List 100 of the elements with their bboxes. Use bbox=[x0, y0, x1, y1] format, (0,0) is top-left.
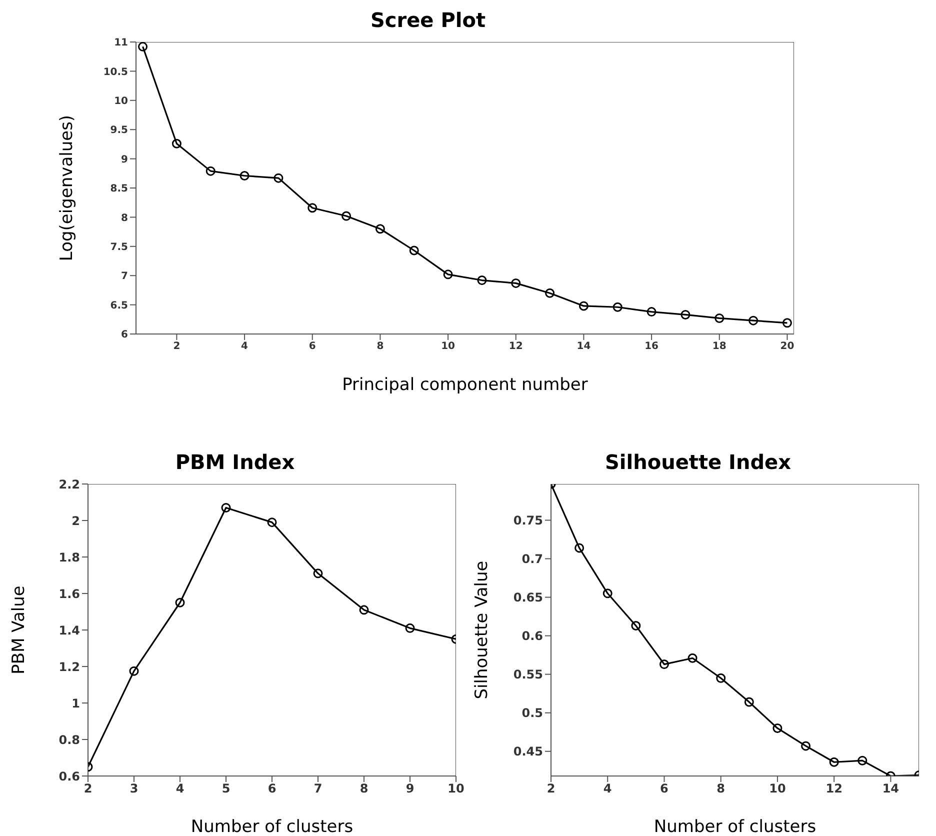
x-tick-label: 9 bbox=[406, 782, 414, 796]
point bbox=[631, 621, 641, 631]
x-tick-label: 12 bbox=[826, 782, 842, 796]
y-tick-label: 0.5 bbox=[522, 706, 543, 720]
y-tick-label: 2 bbox=[72, 514, 80, 528]
x-tick-label: 7 bbox=[314, 782, 322, 796]
point bbox=[221, 502, 231, 512]
y-tick-label: 7 bbox=[121, 271, 128, 282]
y-tick-label: 11 bbox=[114, 38, 128, 49]
point bbox=[744, 697, 754, 707]
y-tick-label: 0.6 bbox=[58, 769, 80, 784]
point bbox=[858, 756, 868, 766]
point bbox=[680, 310, 690, 320]
x-tick-label: 8 bbox=[716, 782, 726, 796]
x-tick-label: 2 bbox=[84, 782, 92, 796]
point bbox=[129, 666, 139, 676]
x-axis-title: Principal component number bbox=[342, 375, 588, 395]
y-tick-label: 6 bbox=[121, 330, 128, 341]
y-tick-label: 7.5 bbox=[110, 242, 128, 253]
point bbox=[829, 757, 839, 767]
y-tick-label: 10.5 bbox=[103, 66, 128, 78]
point bbox=[772, 723, 782, 733]
point bbox=[574, 543, 584, 553]
x-tick-label: 16 bbox=[644, 341, 659, 352]
point bbox=[175, 598, 185, 608]
x-tick-label: 14 bbox=[882, 782, 900, 796]
point bbox=[405, 623, 415, 633]
y-tick-label: 1.6 bbox=[58, 586, 80, 601]
y-tick-label: 8 bbox=[121, 212, 128, 224]
y-tick-label: 10 bbox=[114, 96, 128, 107]
point bbox=[612, 302, 622, 312]
point bbox=[602, 588, 612, 598]
point bbox=[274, 173, 284, 183]
x-tick-label: 3 bbox=[130, 782, 138, 796]
point bbox=[714, 313, 724, 323]
point bbox=[375, 224, 385, 234]
x-tick-label: 2 bbox=[546, 782, 556, 796]
point bbox=[313, 568, 323, 578]
y-tick-label: 9.5 bbox=[110, 125, 128, 136]
point bbox=[443, 270, 453, 280]
x-tick-label: 4 bbox=[176, 782, 184, 796]
x-tick-label: 12 bbox=[508, 341, 523, 352]
point bbox=[801, 741, 811, 751]
x-tick-label: 4 bbox=[241, 341, 248, 352]
point bbox=[688, 653, 698, 663]
point bbox=[545, 288, 555, 298]
y-axis-title: PBM Value bbox=[9, 586, 30, 674]
x-axis-title: Number of clusters bbox=[190, 817, 354, 836]
point bbox=[716, 673, 726, 683]
y-tick-label: 0.65 bbox=[513, 590, 543, 605]
point bbox=[240, 170, 250, 180]
y-axis-title: Log(eigenvalues) bbox=[57, 114, 78, 262]
y-tick-label: 9 bbox=[121, 154, 128, 166]
x-tick-label: 20 bbox=[780, 341, 794, 352]
x-tick-label: 10 bbox=[448, 782, 464, 796]
x-tick-label: 6 bbox=[268, 782, 276, 796]
y-tick-label: 0.8 bbox=[58, 732, 80, 747]
y-tick-label: 1.2 bbox=[58, 660, 80, 674]
x-tick-label: 6 bbox=[308, 341, 316, 352]
y-tick-label: 1 bbox=[72, 696, 80, 710]
x-tick-label: 6 bbox=[660, 782, 668, 796]
point bbox=[511, 278, 521, 288]
chart-title: Scree Plot bbox=[369, 8, 487, 34]
point bbox=[267, 518, 277, 528]
point bbox=[308, 203, 318, 213]
x-tick-label: 8 bbox=[360, 782, 368, 796]
point bbox=[206, 166, 216, 176]
point bbox=[646, 307, 656, 317]
point bbox=[342, 211, 352, 221]
y-tick-label: 1.4 bbox=[58, 623, 80, 638]
x-tick-label: 10 bbox=[441, 341, 456, 352]
x-axis-title: Number of clusters bbox=[654, 817, 816, 836]
y-axis-title: Silhouette Value bbox=[472, 560, 492, 700]
y-tick-label: 6.5 bbox=[110, 300, 128, 312]
x-tick-label: 5 bbox=[222, 782, 230, 796]
x-tick-label: 4 bbox=[603, 782, 612, 796]
y-tick-label: 2.2 bbox=[58, 477, 80, 492]
point bbox=[748, 316, 758, 326]
y-tick-label: 0.45 bbox=[513, 744, 543, 759]
y-tick-label: 0.75 bbox=[513, 513, 543, 528]
point bbox=[359, 605, 369, 615]
point bbox=[409, 246, 419, 256]
x-tick-label: 18 bbox=[712, 341, 726, 352]
point bbox=[172, 138, 182, 148]
x-tick-label: 8 bbox=[376, 341, 384, 352]
x-tick-label: 14 bbox=[576, 341, 591, 352]
point bbox=[138, 42, 148, 52]
point bbox=[578, 301, 588, 311]
y-tick-label: 0.55 bbox=[513, 668, 543, 682]
chart-title: Silhouette Index bbox=[604, 450, 792, 476]
point bbox=[659, 660, 669, 670]
x-tick-label: 10 bbox=[769, 782, 786, 796]
y-tick-label: 1.8 bbox=[58, 550, 80, 564]
y-tick-label: 8.5 bbox=[110, 184, 128, 195]
y-tick-label: 0.7 bbox=[522, 552, 543, 566]
chart-title: PBM Index bbox=[174, 450, 296, 476]
point bbox=[782, 318, 792, 328]
point bbox=[477, 276, 487, 286]
y-tick-label: 0.6 bbox=[522, 629, 543, 644]
x-tick-label: 2 bbox=[173, 341, 180, 352]
